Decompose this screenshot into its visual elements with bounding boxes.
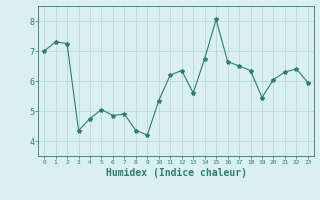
X-axis label: Humidex (Indice chaleur): Humidex (Indice chaleur) [106,168,246,178]
